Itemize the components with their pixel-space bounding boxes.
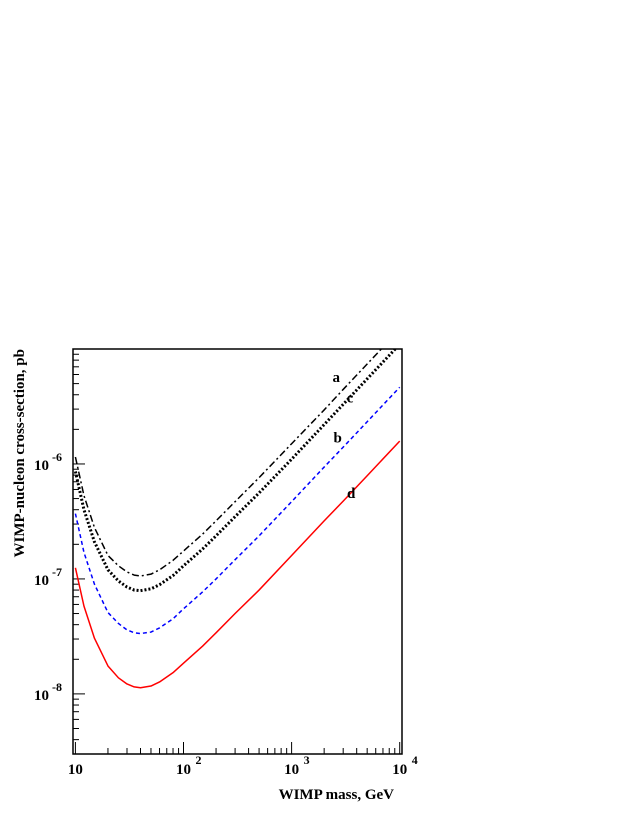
y-tick-labels: 10-810-710-6 — [34, 450, 62, 704]
y-tick-base: 10 — [34, 688, 49, 704]
x-tick-exponent: 2 — [196, 753, 202, 767]
x-axis-title: WIMP mass, GeV — [279, 787, 395, 803]
y-tick-label: 10-6 — [34, 450, 62, 474]
major-ticks — [73, 348, 401, 754]
y-tick-base: 10 — [34, 458, 49, 474]
series-line-b — [74, 386, 401, 635]
x-tick-exponent: 3 — [304, 753, 310, 767]
plot-frame — [72, 348, 403, 755]
minor-ticks — [73, 353, 396, 755]
y-tick-exponent: -8 — [52, 680, 62, 694]
x-tick-base: 10 — [176, 762, 191, 778]
y-tick-base: 10 — [34, 573, 49, 589]
x-tick-labels: 10 10 2 10 3 10 4 — [68, 753, 418, 778]
series-line-a — [74, 349, 383, 577]
curve-label-d: d — [347, 486, 356, 502]
x-tick-base: 10 — [392, 762, 407, 778]
x-tick-label: 10 — [68, 762, 83, 778]
y-tick-label: 10-8 — [34, 680, 62, 704]
x-tick-label: 10 4 — [392, 753, 418, 778]
series-line-d — [74, 440, 401, 689]
x-tick-base: 10 — [68, 762, 83, 778]
x-tick-label: 10 3 — [284, 753, 310, 778]
x-tick-label: 10 2 — [176, 753, 202, 778]
y-tick-exponent: -6 — [52, 450, 62, 464]
x-tick-exponent: 4 — [412, 753, 418, 767]
series-line-c — [73, 349, 398, 593]
y-axis-title: WIMP-nucleon cross-section, pb — [12, 349, 28, 557]
series-lines — [73, 349, 401, 689]
curve-label-a: a — [332, 370, 340, 386]
curve-labels: ac b d — [332, 370, 356, 502]
curve-label-b: b — [333, 430, 341, 446]
y-tick-exponent: -7 — [52, 565, 62, 579]
curve-label-c: c — [347, 390, 354, 406]
y-tick-label: 10-7 — [34, 565, 62, 589]
x-tick-base: 10 — [284, 762, 299, 778]
